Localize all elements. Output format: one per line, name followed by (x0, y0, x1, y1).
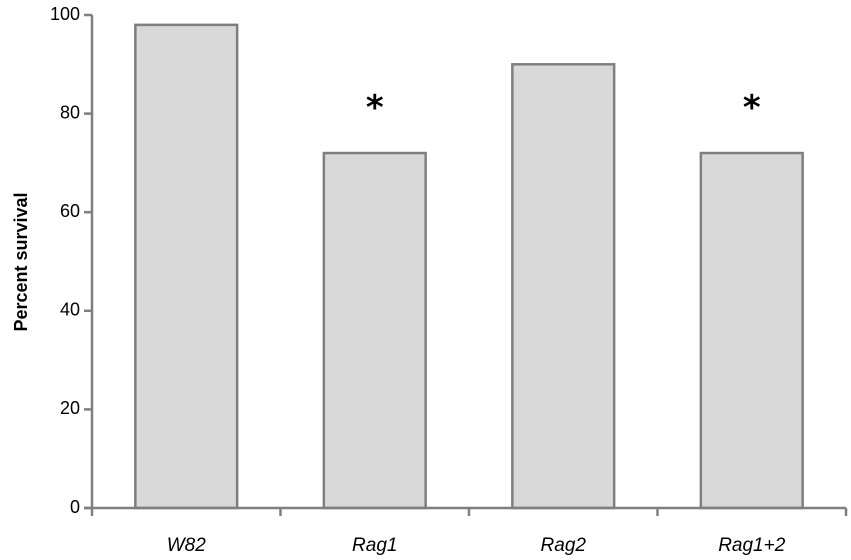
labels-group: W82 Rag1 * Rag2 Rag1+2 * 0 20 40 60 80 100 (50, 4, 786, 556)
bars-group (134, 23, 804, 510)
x-tick-label: Rag1+2 (718, 535, 786, 556)
x-tick-label: Rag1 (352, 535, 397, 556)
bar-w82 (134, 23, 239, 510)
significance-asterisk: * (366, 88, 384, 128)
bar-rag1-2 (699, 151, 804, 510)
y-tick-label: 20 (60, 398, 80, 418)
x-tick-label: Rag2 (541, 535, 587, 556)
y-axis-label: Percent survival (11, 192, 31, 331)
bar-rag1 (322, 151, 427, 510)
x-tick-label: W82 (167, 535, 207, 556)
y-tick-label: 100 (50, 4, 80, 24)
axes-group (84, 13, 848, 516)
y-tick-label: 40 (60, 300, 80, 320)
y-tick-label: 0 (70, 497, 80, 517)
bar-rag2 (511, 63, 616, 510)
y-tick-label: 80 (60, 102, 80, 122)
y-tick-label: 60 (60, 201, 80, 221)
significance-asterisk: * (743, 88, 761, 128)
